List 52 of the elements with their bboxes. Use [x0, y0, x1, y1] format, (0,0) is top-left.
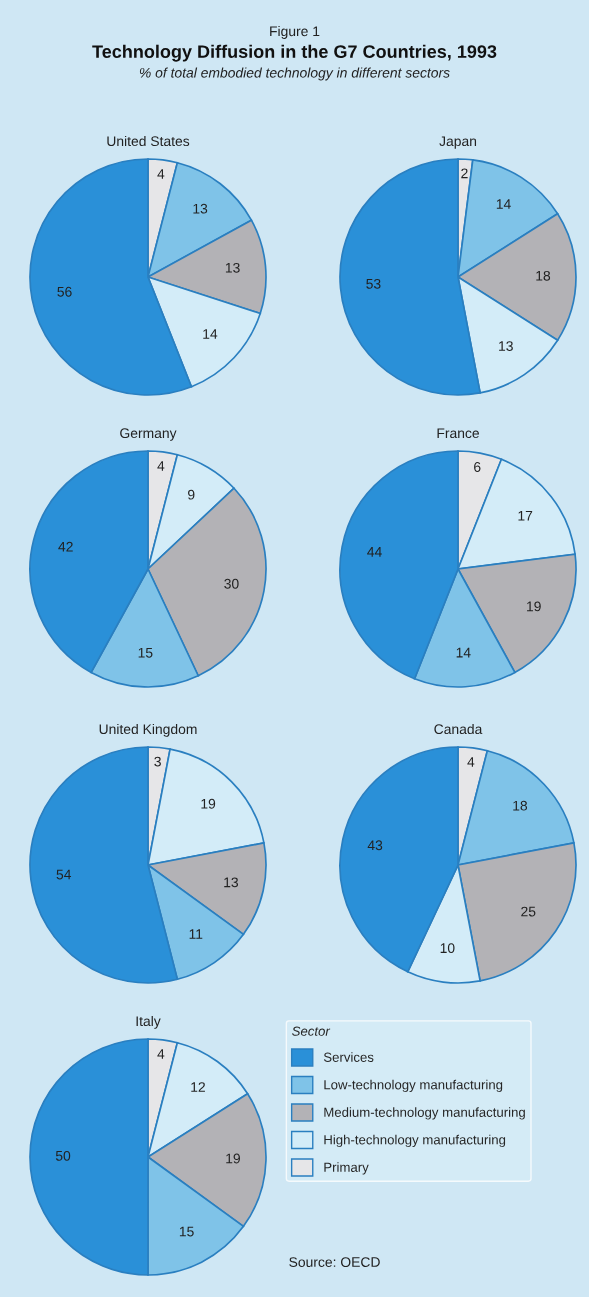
chart-title: United States — [107, 135, 190, 147]
data-label: 18 — [536, 270, 551, 281]
text: % of total embodied technology in different sectors — [139, 67, 450, 81]
data-label: 12 — [191, 1082, 205, 1092]
data-label: 14 — [203, 329, 218, 339]
data-label: 42 — [58, 541, 73, 552]
data-label: 14 — [496, 199, 511, 209]
legend-label: High-technology manufacturing — [324, 1134, 506, 1148]
data-label: 13 — [193, 203, 208, 214]
data-label: 4 — [157, 461, 165, 471]
legend-title: Sector — [292, 1026, 331, 1036]
data-label: 50 — [55, 1150, 71, 1161]
chart-title: United Kingdom — [99, 723, 197, 737]
legend-label: Primary — [324, 1162, 369, 1175]
data-label: 2 — [461, 168, 468, 179]
data-label: 13 — [225, 262, 240, 273]
data-label: 43 — [367, 840, 383, 851]
source-note: Source: OECD — [289, 1257, 380, 1268]
data-label: 19 — [527, 601, 541, 612]
caption: Figure 1 — [270, 25, 320, 39]
data-label: 14 — [456, 647, 471, 658]
data-label: 19 — [226, 1153, 240, 1164]
data-label: 13 — [224, 877, 239, 888]
data-label: 15 — [138, 647, 153, 658]
data-label: 11 — [189, 929, 203, 939]
chart-title: Japan — [439, 136, 477, 149]
data-label: 15 — [179, 1226, 194, 1237]
data-label: 25 — [521, 906, 536, 917]
chart-title: Italy — [136, 1015, 161, 1029]
data-label: 18 — [513, 800, 528, 811]
data-label: 19 — [201, 798, 216, 809]
chart-title: Canada — [434, 723, 483, 735]
text: Technology Diffusion in the G7 Countries, 1993 — [92, 44, 497, 62]
legend-label: Services — [323, 1052, 374, 1062]
data-label: 3 — [154, 756, 161, 767]
data-label: 4 — [157, 1049, 165, 1059]
data-label: 44 — [367, 547, 382, 557]
data-label: 30 — [224, 578, 239, 589]
data-label: 6 — [474, 462, 481, 472]
chart-title: Germany — [120, 428, 177, 441]
legend-label: Low-technology manufacturing — [324, 1079, 503, 1093]
data-label: 53 — [366, 278, 381, 289]
data-label: 4 — [467, 757, 475, 767]
data-label: 54 — [56, 869, 72, 880]
chart-title: France — [437, 428, 479, 439]
legend-label: Medium-technology manufacturing — [324, 1107, 525, 1120]
data-label: 13 — [499, 341, 513, 351]
data-label: 9 — [188, 489, 195, 500]
data-label: 56 — [57, 286, 72, 297]
data-label: 4 — [157, 169, 165, 179]
data-label: 17 — [518, 510, 533, 521]
data-label: 10 — [440, 943, 455, 954]
